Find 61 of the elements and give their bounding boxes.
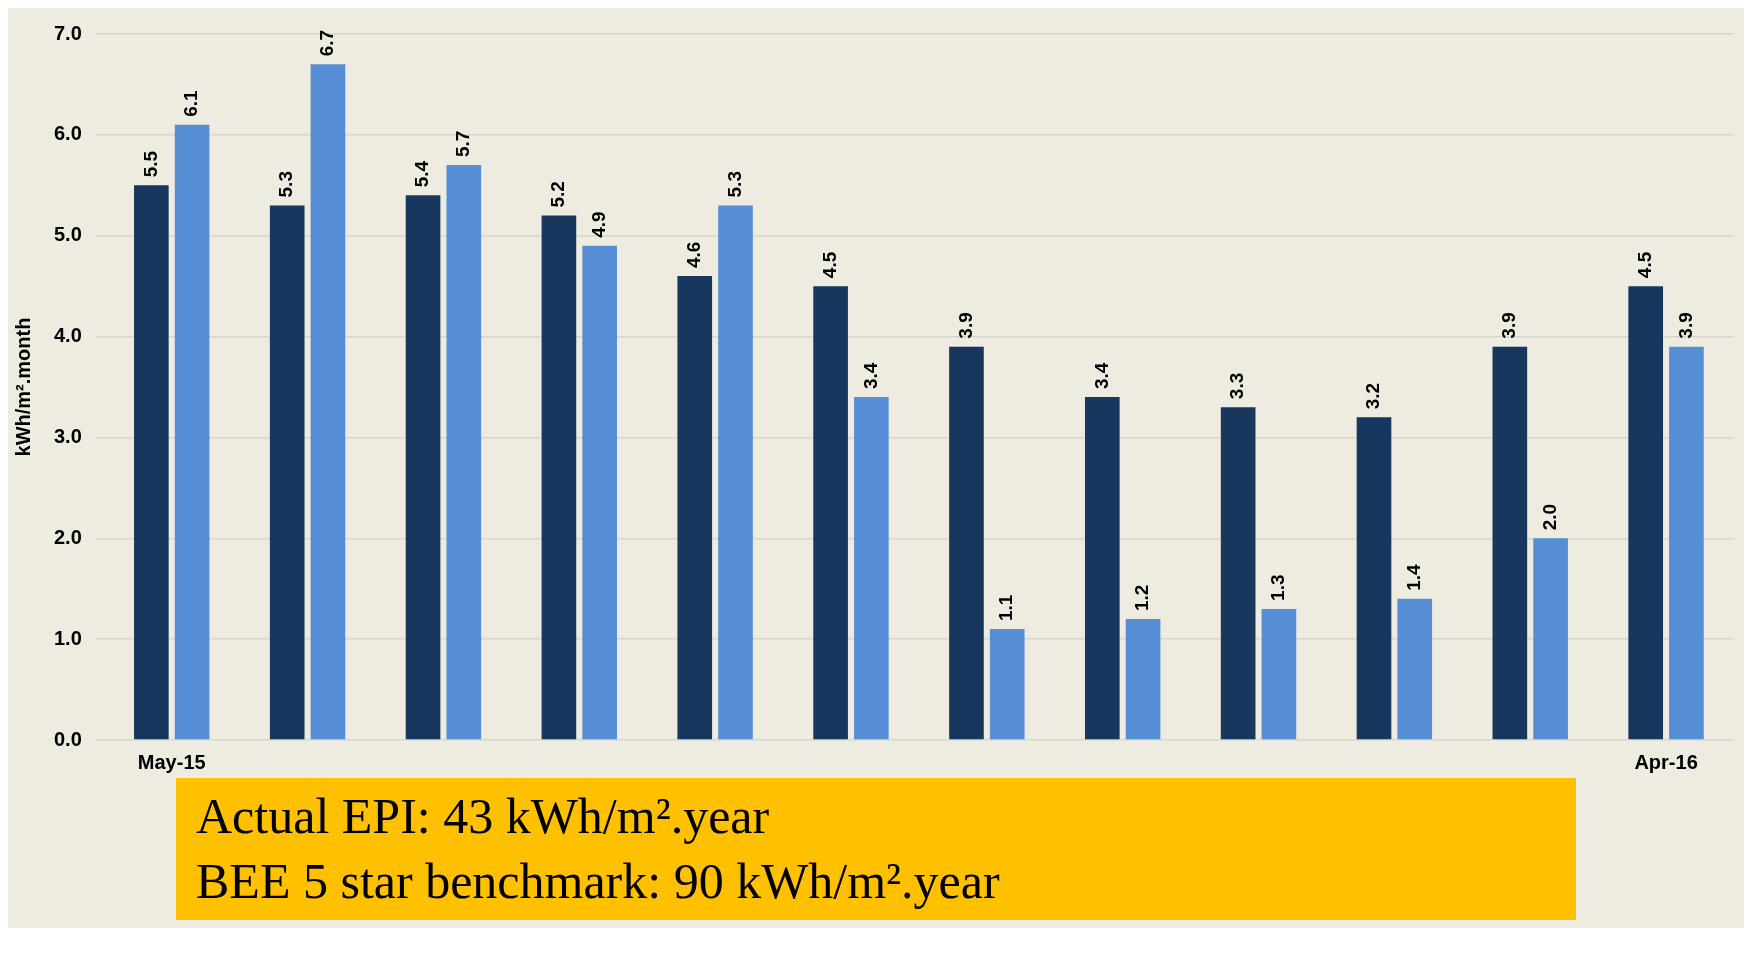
bar [1125, 618, 1161, 740]
y-tick-label: 4.0 [53, 324, 82, 347]
bar [1669, 346, 1704, 740]
x-tick-label: May-15 [137, 750, 206, 773]
bar [854, 397, 889, 740]
data-label: 5.4 [411, 160, 433, 188]
data-label: 1.4 [1402, 563, 1424, 591]
bar [1628, 286, 1664, 740]
bar [446, 165, 482, 740]
data-label: 4.5 [1633, 251, 1655, 279]
bar [677, 276, 713, 740]
data-label: 5.2 [547, 181, 569, 208]
y-tick-label: 0.0 [53, 727, 82, 750]
bar [174, 124, 210, 740]
data-label: 4.6 [682, 241, 704, 269]
y-tick-label: 1.0 [53, 626, 82, 649]
data-label: 3.9 [954, 312, 976, 339]
data-label: 5.3 [275, 171, 297, 198]
bar [813, 286, 848, 740]
bar [1492, 346, 1528, 740]
text: Actual EPI: 43 kWh/m².year [196, 787, 771, 846]
bar [1533, 538, 1568, 740]
bar [134, 185, 169, 740]
data-label: 4.9 [587, 211, 609, 238]
data-label: 4.5 [818, 251, 840, 279]
y-tick-label: 2.0 [53, 525, 82, 548]
bar [405, 195, 441, 740]
data-label: 3.9 [1498, 312, 1520, 339]
data-label: 5.5 [139, 150, 161, 178]
y-tick-label: 7.0 [53, 21, 82, 44]
data-label: 1.2 [1131, 584, 1153, 611]
data-label: 3.9 [1674, 312, 1696, 339]
bar [1397, 598, 1433, 740]
x-tick-label: Apr-16 [1634, 750, 1698, 773]
bar [1356, 417, 1392, 740]
data-label: 3.2 [1362, 382, 1384, 410]
bar [718, 205, 753, 740]
bar [541, 215, 577, 740]
bar [269, 205, 305, 740]
data-label: 1.1 [995, 594, 1017, 622]
data-label: 5.7 [452, 130, 474, 158]
y-tick-label: 6.0 [53, 122, 82, 145]
data-label: 3.3 [1226, 372, 1248, 400]
data-label: 2.0 [1538, 503, 1560, 531]
bar [1084, 397, 1120, 740]
bar [1261, 608, 1297, 740]
bar [1220, 407, 1256, 740]
bar [989, 629, 1025, 740]
y-tick-label: 5.0 [53, 223, 82, 246]
data-label: 6.7 [316, 29, 338, 57]
data-label: 1.3 [1267, 574, 1289, 601]
y-axis-title: kWh/m².month [11, 317, 34, 457]
text: BEE 5 star benchmark: 90 kWh/m².year [196, 852, 1001, 911]
data-label: 3.4 [1090, 362, 1112, 390]
bar [949, 346, 984, 740]
bar [310, 64, 346, 740]
bar [582, 245, 617, 740]
data-label: 6.1 [180, 89, 202, 117]
data-label: 5.3 [723, 171, 745, 198]
y-tick-label: 3.0 [53, 424, 82, 447]
data-label: 3.4 [859, 362, 881, 390]
